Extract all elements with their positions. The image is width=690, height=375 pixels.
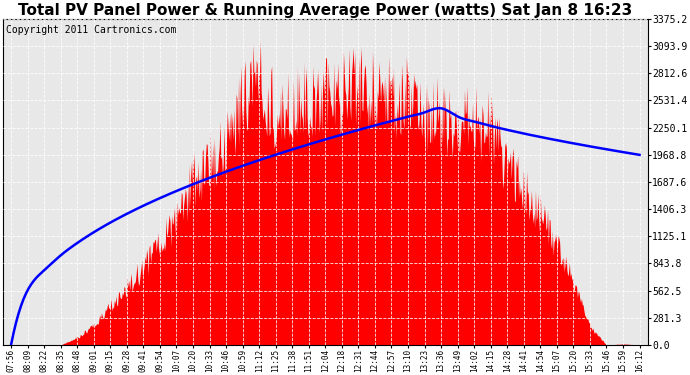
Title: Total PV Panel Power & Running Average Power (watts) Sat Jan 8 16:23: Total PV Panel Power & Running Average P… [18, 3, 633, 18]
Text: Copyright 2011 Cartronics.com: Copyright 2011 Cartronics.com [6, 26, 177, 36]
